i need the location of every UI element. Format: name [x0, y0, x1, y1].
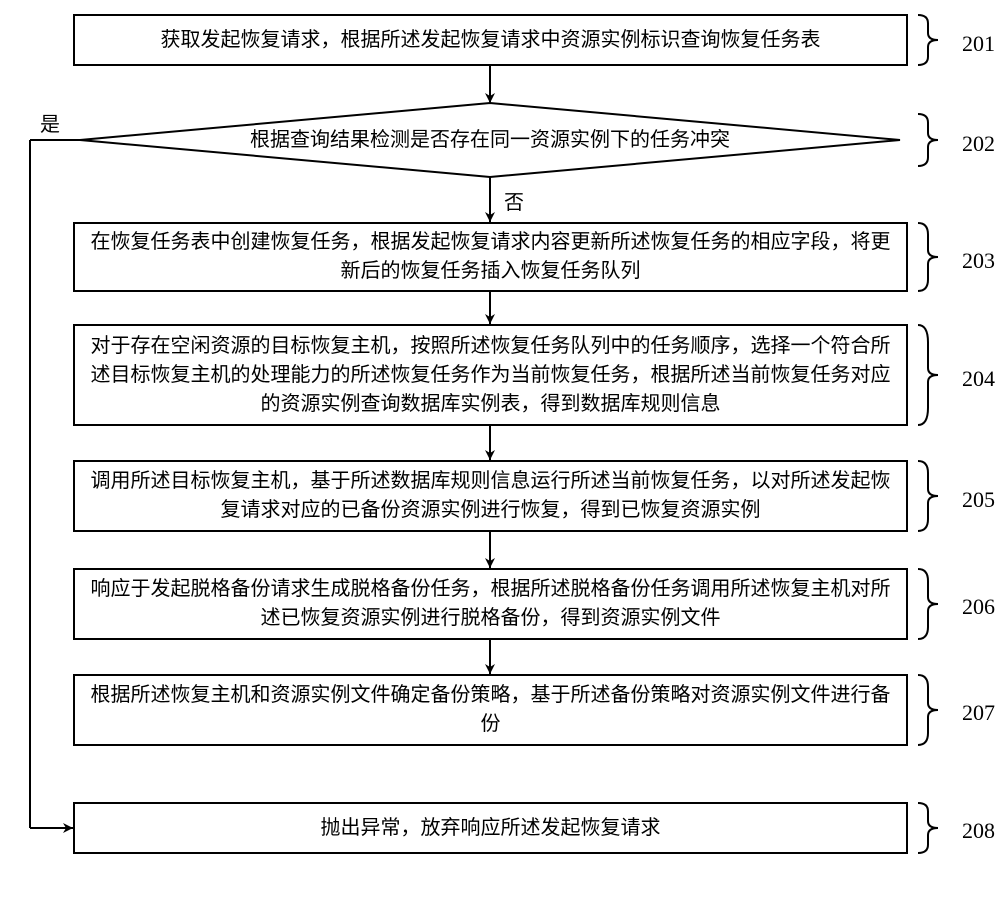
step-204-box: 对于存在空闲资源的目标恢复主机，按照所述恢复任务队列中的任务顺序，选择一个符合所… [73, 324, 908, 426]
step-206-label: 206 [962, 594, 995, 620]
step-207-brace [918, 674, 948, 746]
flowchart-canvas: 获取发起恢复请求，根据所述发起恢复请求中资源实例标识查询恢复任务表 201 根据… [0, 0, 1000, 908]
step-203-text: 在恢复任务表中创建恢复任务，根据发起恢复请求内容更新所述恢复任务的相应字段，将更… [85, 228, 896, 286]
step-201-brace [918, 14, 948, 66]
step-206-brace [918, 568, 948, 640]
step-208-box: 抛出异常，放弃响应所述发起恢复请求 [73, 802, 908, 854]
step-207-text: 根据所述恢复主机和资源实例文件确定备份策略，基于所述备份策略对资源实例文件进行备… [85, 681, 896, 739]
step-201-box: 获取发起恢复请求，根据所述发起恢复请求中资源实例标识查询恢复任务表 [73, 14, 908, 66]
step-202-label: 202 [962, 131, 995, 157]
step-203-brace [918, 222, 948, 292]
step-208-brace [918, 802, 948, 854]
step-205-brace [918, 460, 948, 532]
branch-yes-label: 是 [40, 108, 60, 137]
step-207-box: 根据所述恢复主机和资源实例文件确定备份策略，基于所述备份策略对资源实例文件进行备… [73, 674, 908, 746]
step-204-text: 对于存在空闲资源的目标恢复主机，按照所述恢复任务队列中的任务顺序，选择一个符合所… [85, 332, 896, 419]
step-204-label: 204 [962, 366, 995, 392]
branch-no-label: 否 [504, 186, 524, 215]
step-206-box: 响应于发起脱格备份请求生成脱格备份任务，根据所述脱格备份任务调用所述恢复主机对所… [73, 568, 908, 640]
step-207-label: 207 [962, 700, 995, 726]
step-201-label: 201 [962, 31, 995, 57]
step-202-decision: 根据查询结果检测是否存在同一资源实例下的任务冲突 [80, 103, 900, 177]
step-205-text: 调用所述目标恢复主机，基于所述数据库规则信息运行所述当前恢复任务，以对所述发起恢… [85, 467, 896, 525]
step-202-text: 根据查询结果检测是否存在同一资源实例下的任务冲突 [250, 127, 730, 153]
step-205-label: 205 [962, 487, 995, 513]
step-205-box: 调用所述目标恢复主机，基于所述数据库规则信息运行所述当前恢复任务，以对所述发起恢… [73, 460, 908, 532]
step-203-label: 203 [962, 248, 995, 274]
step-208-text: 抛出异常，放弃响应所述发起恢复请求 [321, 814, 661, 843]
step-201-text: 获取发起恢复请求，根据所述发起恢复请求中资源实例标识查询恢复任务表 [161, 26, 821, 55]
step-202-brace [918, 113, 948, 167]
step-208-label: 208 [962, 818, 995, 844]
step-203-box: 在恢复任务表中创建恢复任务，根据发起恢复请求内容更新所述恢复任务的相应字段，将更… [73, 222, 908, 292]
step-206-text: 响应于发起脱格备份请求生成脱格备份任务，根据所述脱格备份任务调用所述恢复主机对所… [85, 575, 896, 633]
step-204-brace [918, 324, 948, 426]
